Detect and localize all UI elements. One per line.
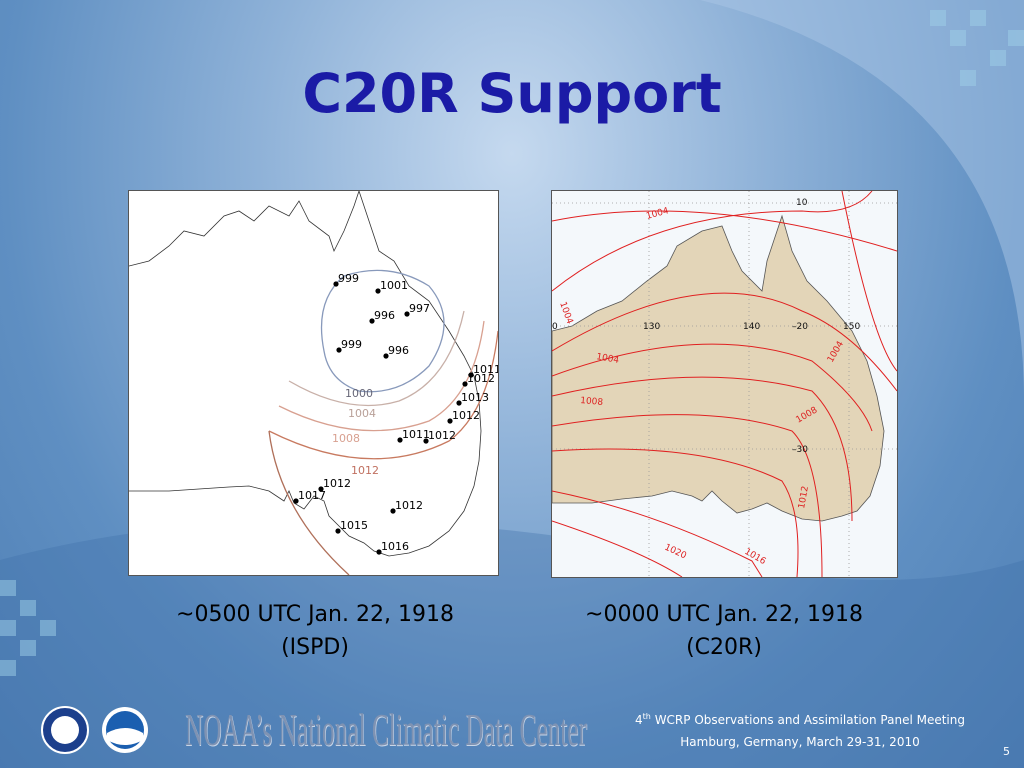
caption-line: ~0000 UTC Jan. 22, 1918 <box>585 602 863 627</box>
caption: ~0000 UTC Jan. 22, 1918 (C20R) <box>534 598 914 664</box>
station-value: 1015 <box>340 519 368 532</box>
grid-label: 10 <box>796 198 808 208</box>
station-dot <box>335 528 341 534</box>
caption-line: (C20R) <box>686 635 762 660</box>
grid-label: –20 <box>792 322 808 332</box>
isobar-label: 1004 <box>557 301 574 326</box>
station-dot <box>383 353 389 359</box>
isobar-label: 1016 <box>743 547 768 567</box>
station-value: 1012 <box>428 429 456 442</box>
station-value: 999 <box>338 272 359 285</box>
grid-label: 0 <box>552 322 558 332</box>
station-value: 1012 <box>323 477 351 490</box>
station-dot <box>333 281 339 287</box>
land <box>552 214 885 522</box>
station-dot <box>390 508 396 514</box>
station-value: 996 <box>388 344 409 357</box>
contour-label: 1012 <box>351 464 379 477</box>
station-value: 1017 <box>298 489 326 502</box>
logo-text-box: NOAA’s National Climatic Data Center <box>185 703 605 759</box>
contour-label: 1004 <box>348 407 376 420</box>
station-dot <box>375 288 381 294</box>
isobar-label: 1012 <box>797 485 811 509</box>
station-value: 997 <box>409 302 430 315</box>
station-value: 1011 <box>402 428 430 441</box>
station-dot <box>293 498 299 504</box>
caption: ~0500 UTC Jan. 22, 1918 (ISPD) <box>125 598 505 664</box>
contour-label: 1008 <box>332 432 360 445</box>
footer-meeting: 4th WCRP Observations and Assimilation P… <box>600 712 1000 727</box>
logo-text: NOAA’s National Climatic Data Center <box>185 704 587 755</box>
station-value: 996 <box>374 309 395 322</box>
station-dot <box>462 381 468 387</box>
grid-label: 140 <box>743 322 760 332</box>
grid-label: 150 <box>843 322 860 332</box>
station-dot <box>376 549 382 555</box>
page-number: 5 <box>1003 745 1010 758</box>
isobar-label: 1004 <box>595 352 620 366</box>
isobar-label: 1020 <box>663 543 688 562</box>
agency-logos <box>41 706 148 754</box>
meeting-name: WCRP Observations and Assimilation Panel… <box>654 713 965 727</box>
meeting-suffix: th <box>642 712 651 721</box>
station-dot <box>336 347 342 353</box>
grid-label: –30 <box>792 445 808 455</box>
station-dot <box>468 372 474 378</box>
station-dot <box>397 437 403 443</box>
isobar-label: 1008 <box>580 396 604 408</box>
station-value: 999 <box>341 338 362 351</box>
caption-line: (ISPD) <box>281 635 349 660</box>
contour-label: 1000 <box>345 387 373 400</box>
station-dot <box>447 418 453 424</box>
graticule <box>552 191 897 577</box>
station-value: 1012 <box>452 409 480 422</box>
slide-title: C20R Support <box>302 62 722 125</box>
footer-location: Hamburg, Germany, March 29-31, 2010 <box>680 735 920 749</box>
station-value: 1001 <box>380 279 408 292</box>
station-value: 1012 <box>467 372 495 385</box>
coastline <box>129 191 482 557</box>
grid-label: 130 <box>643 322 660 332</box>
caption-line: ~0500 UTC Jan. 22, 1918 <box>176 602 454 627</box>
meeting-number: 4 <box>635 713 643 727</box>
station-dot <box>423 438 429 444</box>
station-value: 1013 <box>461 391 489 404</box>
station-dot <box>456 400 462 406</box>
isobars <box>552 191 897 577</box>
station-value: 1016 <box>381 540 409 553</box>
station-value: 1012 <box>395 499 423 512</box>
station-dot <box>318 486 324 492</box>
station-dot <box>369 318 375 324</box>
station-dot <box>404 311 410 317</box>
station-value: 1011 <box>473 363 499 376</box>
isobar-label: 1004 <box>645 206 670 222</box>
